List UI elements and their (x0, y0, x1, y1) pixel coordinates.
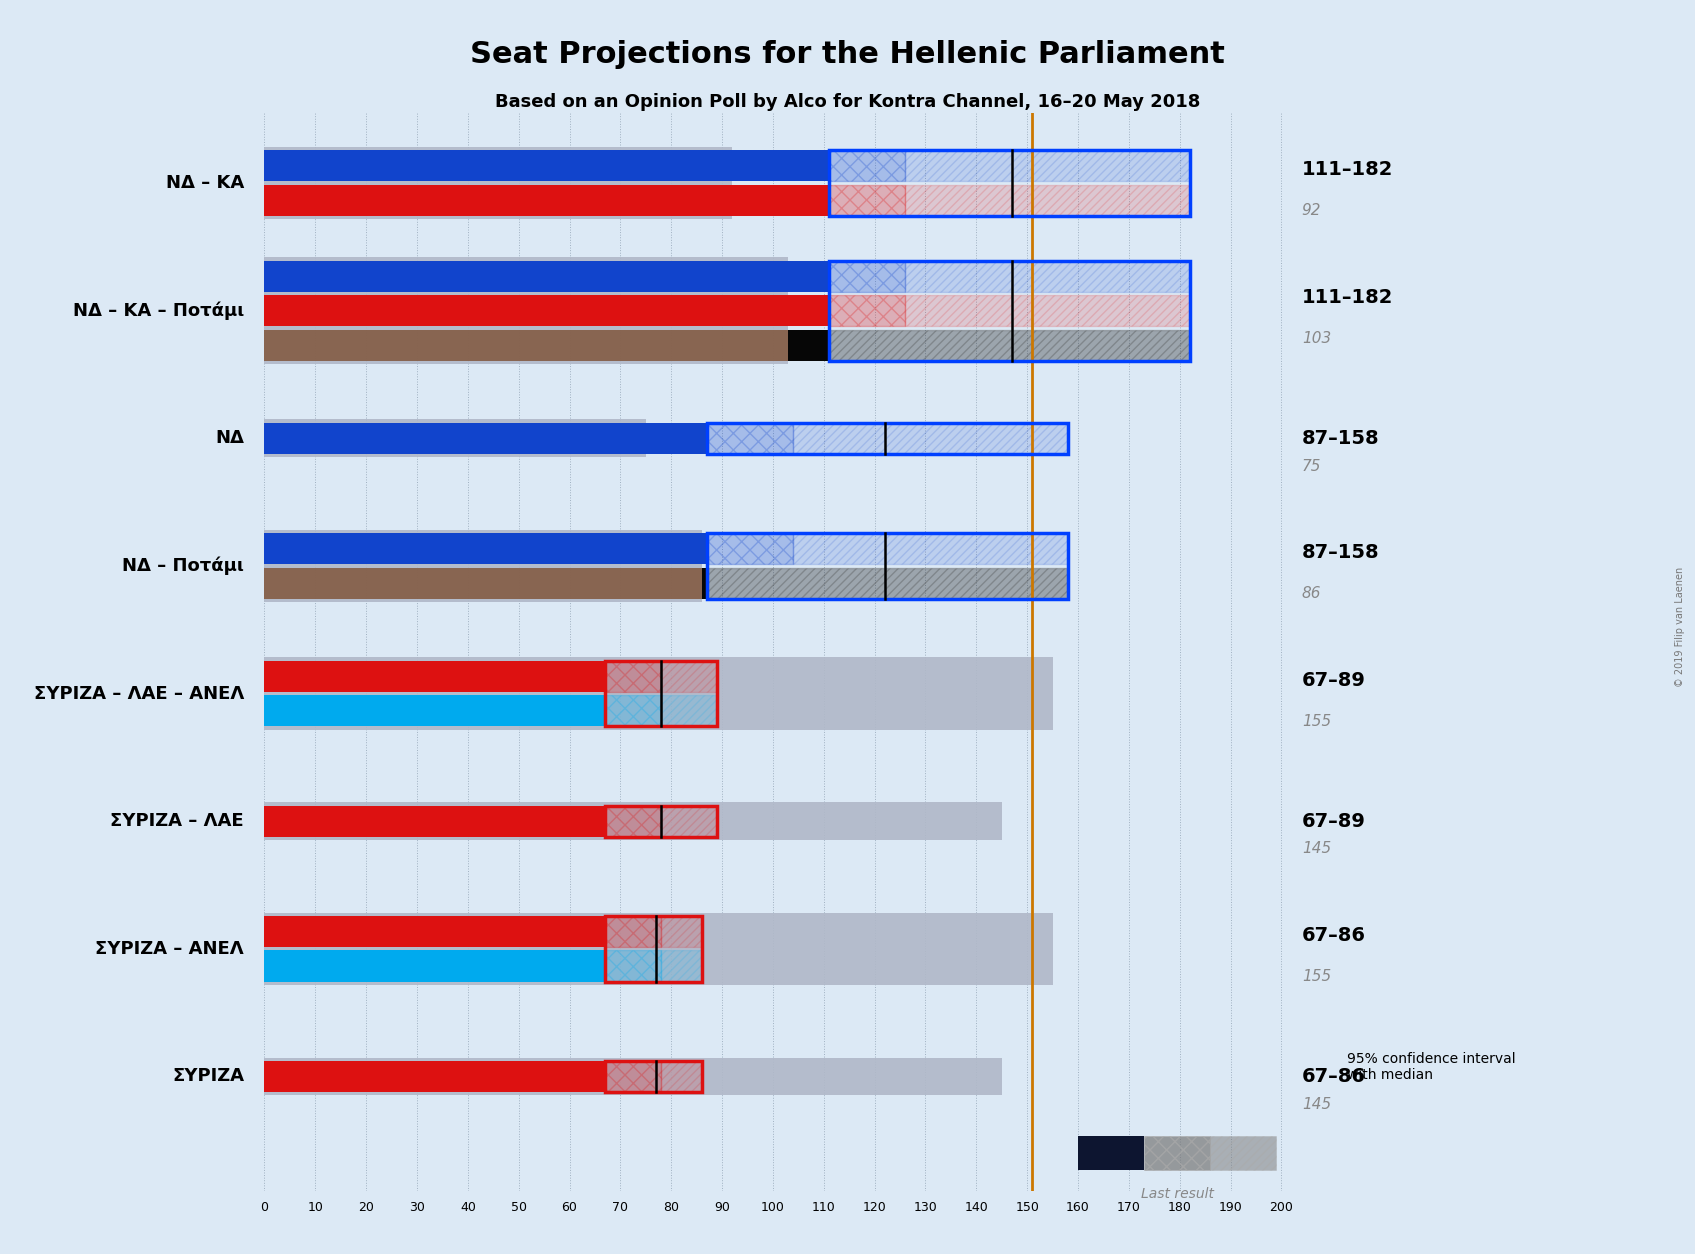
Text: ΣΥΡΙΖΑ – ΛΑΕ – ΑΝΕΛ: ΣΥΡΙΖΑ – ΛΑΕ – ΑΝΕΛ (34, 685, 244, 702)
Bar (264, 530, 702, 602)
Text: 92: 92 (1302, 203, 1322, 218)
Bar (264, 150, 829, 182)
Text: 155: 155 (1302, 969, 1331, 984)
Text: 67–89: 67–89 (1302, 671, 1366, 690)
Text: Last result: Last result (1141, 1188, 1214, 1201)
Bar (829, 330, 1190, 361)
Bar (605, 1061, 661, 1092)
Bar (264, 419, 646, 458)
Bar (605, 805, 717, 836)
Text: ΝΔ – Ποτάμι: ΝΔ – Ποτάμι (122, 557, 244, 576)
Bar (264, 184, 829, 216)
Bar (707, 533, 1068, 598)
Bar (1144, 1136, 1210, 1170)
Bar (829, 261, 1190, 361)
Bar (264, 661, 605, 692)
Text: 145: 145 (1302, 841, 1331, 856)
Text: © 2019 Filip van Laenen: © 2019 Filip van Laenen (1675, 567, 1685, 687)
Bar (264, 695, 605, 726)
Bar (793, 533, 1068, 564)
Bar (707, 423, 1068, 454)
Bar (264, 917, 605, 947)
Bar (264, 803, 1002, 840)
Text: ΣΥΡΙΖΑ – ΑΝΕΛ: ΣΥΡΙΖΑ – ΑΝΕΛ (95, 939, 244, 958)
Bar (605, 917, 702, 982)
Bar (829, 184, 905, 216)
Bar (661, 661, 717, 692)
Bar (702, 568, 707, 598)
Text: ΝΔ: ΝΔ (215, 429, 244, 448)
Text: 67–86: 67–86 (1302, 1067, 1366, 1086)
Bar (661, 1061, 702, 1092)
Text: Seat Projections for the Hellenic Parliament: Seat Projections for the Hellenic Parlia… (470, 40, 1225, 69)
Bar (829, 150, 905, 182)
Bar (661, 917, 702, 947)
Bar (905, 261, 1190, 292)
Bar (605, 1061, 702, 1092)
Bar (905, 184, 1190, 216)
Text: 67–86: 67–86 (1302, 925, 1366, 946)
Bar (264, 423, 707, 454)
Text: 111–182: 111–182 (1302, 161, 1393, 179)
Text: 75: 75 (1302, 459, 1322, 474)
Bar (829, 295, 905, 326)
Bar (707, 423, 793, 454)
Bar (264, 568, 702, 598)
Bar (661, 805, 717, 836)
Bar (264, 1057, 1002, 1095)
Bar (264, 657, 1053, 730)
Bar (788, 330, 829, 361)
Bar (707, 568, 1068, 598)
Bar (264, 805, 605, 836)
Bar (605, 917, 661, 947)
Text: 155: 155 (1302, 714, 1331, 729)
Bar (829, 261, 905, 292)
Text: 86: 86 (1302, 586, 1322, 601)
Text: ΣΥΡΙΖΑ: ΣΥΡΙΖΑ (173, 1067, 244, 1086)
Bar (1210, 1136, 1276, 1170)
Text: 103: 103 (1302, 331, 1331, 346)
Bar (605, 805, 661, 836)
Bar (264, 1061, 605, 1092)
Text: 95% confidence interval
with median: 95% confidence interval with median (1346, 1052, 1515, 1082)
Bar (264, 913, 1053, 984)
Bar (264, 295, 829, 326)
Bar (605, 661, 717, 726)
Bar (605, 661, 661, 692)
Bar (264, 257, 788, 364)
Text: Based on an Opinion Poll by Alco for Kontra Channel, 16–20 May 2018: Based on an Opinion Poll by Alco for Kon… (495, 93, 1200, 110)
Bar (661, 951, 702, 982)
Text: 111–182: 111–182 (1302, 288, 1393, 307)
Text: ΝΔ – ΚΑ: ΝΔ – ΚΑ (166, 174, 244, 192)
Bar (905, 295, 1190, 326)
Bar (264, 261, 829, 292)
Bar (905, 150, 1190, 182)
Bar (829, 150, 1190, 216)
Bar (264, 951, 605, 982)
Text: 145: 145 (1302, 1097, 1331, 1112)
Text: 87–158: 87–158 (1302, 543, 1380, 562)
Text: ΝΔ – ΚΑ – Ποτάμι: ΝΔ – ΚΑ – Ποτάμι (73, 301, 244, 320)
Text: ΣΥΡΙΖΑ – ΛΑΕ: ΣΥΡΙΖΑ – ΛΑΕ (110, 813, 244, 830)
Bar (264, 330, 788, 361)
Bar (605, 695, 661, 726)
Bar (264, 533, 707, 564)
Bar (264, 147, 732, 219)
Bar (1078, 1136, 1144, 1170)
Bar (793, 423, 1068, 454)
Text: 67–89: 67–89 (1302, 811, 1366, 830)
Bar (661, 695, 717, 726)
Text: 87–158: 87–158 (1302, 429, 1380, 448)
Bar (707, 533, 793, 564)
Bar (605, 951, 661, 982)
